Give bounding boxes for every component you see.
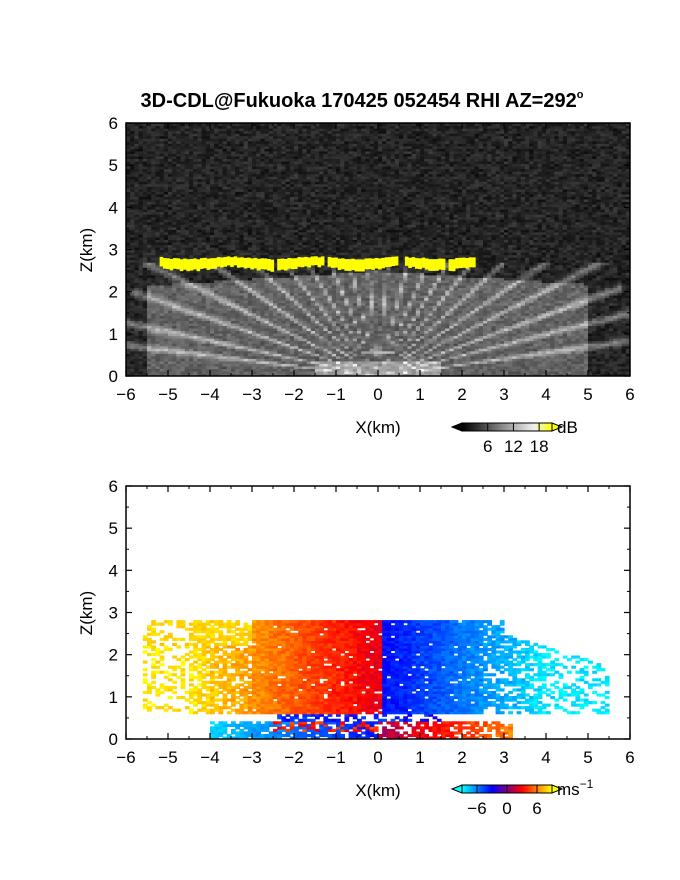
- figure-title: 3D-CDL@Fukuoka 170425 052454 RHI AZ=292o: [141, 89, 584, 112]
- backscatter-image: [126, 120, 635, 376]
